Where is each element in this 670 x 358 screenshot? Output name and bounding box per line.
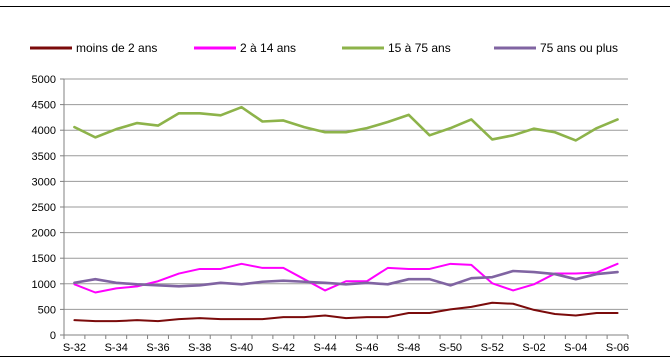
x-tick-label: S-52 bbox=[481, 342, 504, 354]
y-tick-label: 3500 bbox=[32, 151, 56, 163]
top-rule bbox=[0, 6, 670, 7]
x-tick-label: S-48 bbox=[397, 342, 420, 354]
series-line-1 bbox=[73, 301, 619, 323]
y-tick-label: 0 bbox=[50, 330, 56, 342]
y-tick-label: 5000 bbox=[32, 74, 56, 86]
y-tick-label: 500 bbox=[38, 304, 56, 316]
x-tick-label: S-32 bbox=[63, 342, 86, 354]
legend-entry: 2 à 14 ans bbox=[194, 41, 296, 55]
series-line-4 bbox=[73, 269, 619, 288]
y-tick-label: 2000 bbox=[32, 228, 56, 240]
x-tick-label: S-40 bbox=[230, 342, 253, 354]
legend-entry: moins de 2 ans bbox=[30, 41, 157, 55]
legend-entry: 75 ans ou plus bbox=[494, 41, 618, 55]
x-tick-label: S-44 bbox=[313, 342, 336, 354]
series-line-2 bbox=[73, 262, 619, 294]
y-tick-label: 1000 bbox=[32, 279, 56, 291]
x-axis: S-32 S-34 S-36 S-38 S-40 S-42 S-44 S-46 S-48 S-50… bbox=[63, 335, 629, 354]
y-tick-label: 3000 bbox=[32, 176, 56, 188]
x-tick-label: S-04 bbox=[564, 342, 587, 354]
y-tick-label: 2500 bbox=[32, 202, 56, 214]
legend-label: moins de 2 ans bbox=[76, 41, 157, 55]
grid bbox=[64, 78, 628, 310]
x-tick-label: S-36 bbox=[146, 342, 169, 354]
legend-label: 15 à 75 ans bbox=[388, 41, 451, 55]
y-tick-label: 1500 bbox=[32, 253, 56, 265]
x-tick-label: S-42 bbox=[272, 342, 295, 354]
legend-label: 2 à 14 ans bbox=[240, 41, 296, 55]
series-group bbox=[73, 105, 619, 323]
x-tick-label: S-06 bbox=[606, 342, 629, 354]
legend-label: 75 ans ou plus bbox=[540, 41, 618, 55]
legend: moins de 2 ans 2 à 14 ans 15 à 75 ans 75 an… bbox=[30, 41, 618, 55]
x-tick-label: S-50 bbox=[439, 342, 462, 354]
x-tick-label: S-02 bbox=[522, 342, 545, 354]
legend-entry: 15 à 75 ans bbox=[342, 41, 451, 55]
y-tick-label: 4500 bbox=[32, 100, 56, 112]
bottom-rule bbox=[0, 356, 670, 357]
x-tick-label: S-34 bbox=[105, 342, 128, 354]
y-tick-label: 4000 bbox=[32, 125, 56, 137]
x-tick-label: S-46 bbox=[355, 342, 378, 354]
x-tick-label: S-38 bbox=[188, 342, 211, 354]
series-line-3 bbox=[73, 105, 619, 142]
y-axis: 0 500 1000 1500 2000 2500 3000 3500 4000 4500 5000 bbox=[32, 74, 64, 342]
